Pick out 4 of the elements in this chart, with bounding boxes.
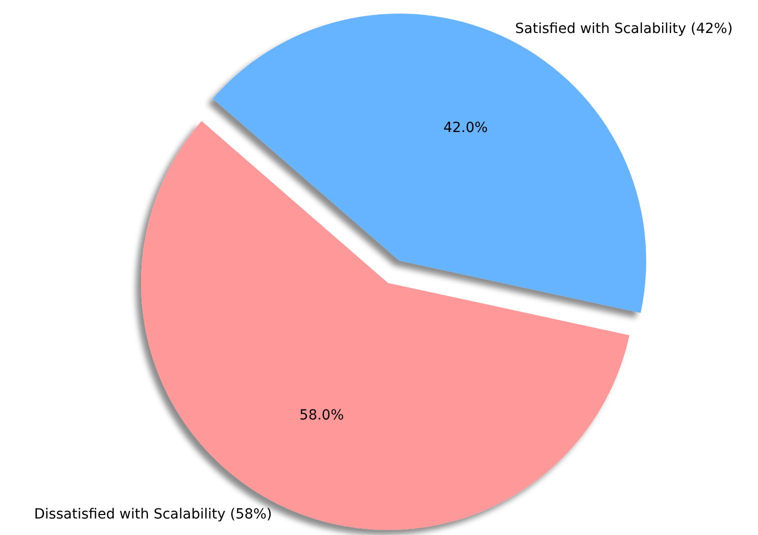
slice-label: Satisfied with Scalability (42%) xyxy=(515,21,733,38)
slice-label: Dissatisfied with Scalability (58%) xyxy=(34,506,272,523)
data-label: 58.0% xyxy=(299,408,344,424)
data-label: 42.0% xyxy=(443,120,488,136)
